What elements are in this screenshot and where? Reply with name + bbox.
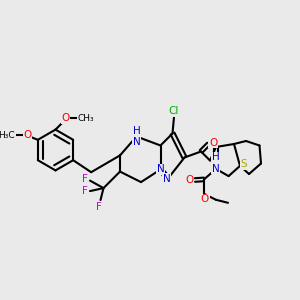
Text: F: F [82, 186, 88, 196]
Text: S: S [240, 159, 247, 170]
Text: F: F [82, 174, 88, 184]
Text: N: N [163, 173, 170, 184]
Text: O: O [201, 194, 209, 204]
Text: H
N: H N [212, 152, 219, 174]
Text: H
N: H N [133, 126, 140, 147]
Text: Cl: Cl [169, 106, 179, 116]
Text: CH₃: CH₃ [77, 114, 94, 123]
Text: O: O [185, 175, 194, 185]
Text: N: N [157, 164, 164, 175]
Text: O: O [23, 130, 32, 140]
Text: O: O [209, 137, 217, 148]
Text: F: F [96, 202, 102, 212]
Text: O: O [61, 113, 70, 123]
Text: H₃C: H₃C [0, 131, 15, 140]
